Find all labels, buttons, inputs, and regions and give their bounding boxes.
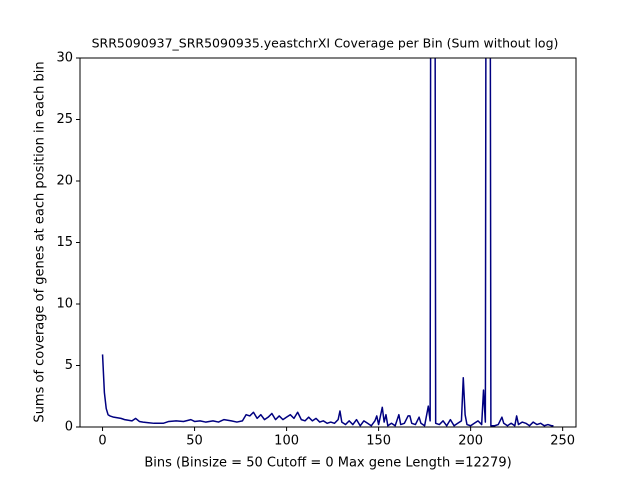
y-tick-label: 10 [56, 297, 73, 312]
y-tick-label: 0 [65, 420, 73, 435]
data-line [101, 58, 554, 427]
y-tick-label: 5 [65, 358, 73, 373]
x-tick-label: 250 [550, 434, 575, 449]
x-tick-label: 100 [274, 434, 299, 449]
y-tick-label: 25 [56, 112, 73, 127]
x-tick-label: 150 [366, 434, 391, 449]
y-tick-label: 20 [56, 174, 73, 189]
chart-title: SRR5090937_SRR5090935.yeastchrXI Coverag… [92, 36, 559, 51]
x-axis-label: Bins (Binsize = 50 Cutoff = 0 Max gene L… [144, 456, 511, 471]
x-tick-label: 200 [458, 434, 483, 449]
x-tick-label: 50 [186, 434, 203, 449]
y-axis-label: Sums of coverage of genes at each positi… [33, 61, 48, 422]
plot-area [101, 58, 554, 427]
x-tick-label: 0 [98, 434, 106, 449]
y-tick-label: 15 [56, 235, 73, 250]
y-tick-label: 30 [56, 51, 73, 66]
